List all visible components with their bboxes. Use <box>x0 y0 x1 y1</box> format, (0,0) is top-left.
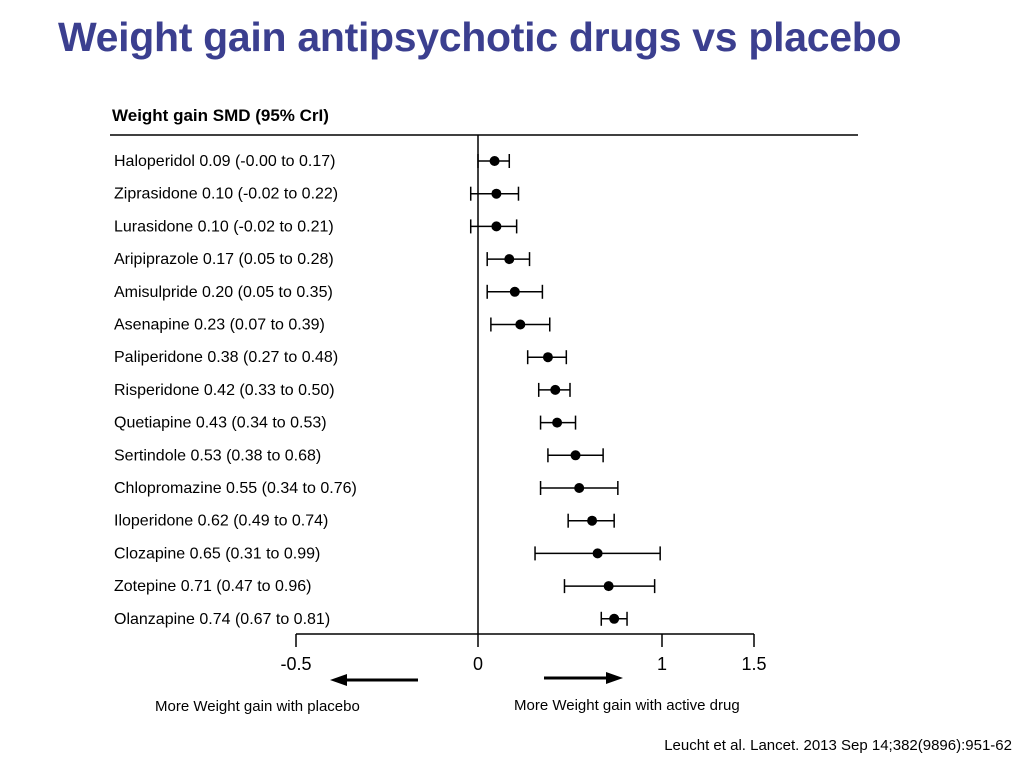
row-label-haloperidol: Haloperidol 0.09 (-0.00 to 0.17) <box>114 153 335 170</box>
row-paliperidone: Paliperidone 0.38 (0.27 to 0.48) <box>114 349 568 366</box>
row-olanzapine: Olanzapine 0.74 (0.67 to 0.81) <box>114 611 628 628</box>
direction-label-placebo: More Weight gain with placebo <box>155 698 360 715</box>
point-estimate-clozapine <box>592 548 603 559</box>
point-estimate-lurasidone <box>491 221 502 232</box>
row-label-amisulpride: Amisulpride 0.20 (0.05 to 0.35) <box>114 284 333 301</box>
row-amisulpride: Amisulpride 0.20 (0.05 to 0.35) <box>114 284 544 301</box>
row-label-aripiprazole: Aripiprazole 0.17 (0.05 to 0.28) <box>114 251 334 268</box>
row-lurasidone: Lurasidone 0.10 (-0.02 to 0.21) <box>114 218 518 235</box>
row-label-sertindole: Sertindole 0.53 (0.38 to 0.68) <box>114 447 321 464</box>
row-label-chlopromazine: Chlopromazine 0.55 (0.34 to 0.76) <box>114 480 357 497</box>
row-label-quetiapine: Quetiapine 0.43 (0.34 to 0.53) <box>114 415 327 432</box>
point-estimate-sertindole <box>570 450 581 461</box>
point-estimate-amisulpride <box>509 286 520 297</box>
x-axis: -0.5 0 1 1.5 <box>280 135 767 674</box>
point-estimate-risperidone <box>550 384 561 395</box>
arrow-right-head <box>606 672 623 684</box>
row-label-lurasidone: Lurasidone 0.10 (-0.02 to 0.21) <box>114 218 334 235</box>
x-tick-label: -0.5 <box>280 654 311 674</box>
row-quetiapine: Quetiapine 0.43 (0.34 to 0.53) <box>114 415 577 432</box>
row-label-iloperidone: Iloperidone 0.62 (0.49 to 0.74) <box>114 513 328 530</box>
point-estimate-olanzapine <box>609 613 620 624</box>
point-estimate-zotepine <box>603 581 614 592</box>
row-label-olanzapine: Olanzapine 0.74 (0.67 to 0.81) <box>114 611 330 628</box>
point-estimate-haloperidol <box>489 156 500 166</box>
row-chlopromazine: Chlopromazine 0.55 (0.34 to 0.76) <box>114 480 619 497</box>
row-sertindole: Sertindole 0.53 (0.38 to 0.68) <box>114 447 604 464</box>
point-estimate-asenapine <box>515 319 526 330</box>
forest-rows: Haloperidol 0.09 (-0.00 to 0.17) Ziprasid… <box>114 153 661 628</box>
slide-title: Weight gain antipsychotic drugs vs place… <box>58 14 902 60</box>
plot-header: Weight gain SMD (95% CrI) <box>112 106 329 125</box>
point-estimate-paliperidone <box>542 352 553 363</box>
point-estimate-ziprasidone <box>491 188 502 199</box>
row-label-zotepine: Zotepine 0.71 (0.47 to 0.96) <box>114 578 311 595</box>
citation: Leucht et al. Lancet. 2013 Sep 14;382(98… <box>664 737 1012 754</box>
row-label-clozapine: Clozapine 0.65 (0.31 to 0.99) <box>114 545 320 562</box>
point-estimate-quetiapine <box>552 417 563 428</box>
row-iloperidone: Iloperidone 0.62 (0.49 to 0.74) <box>114 513 615 530</box>
row-label-asenapine: Asenapine 0.23 (0.07 to 0.39) <box>114 317 325 334</box>
row-aripiprazole: Aripiprazole 0.17 (0.05 to 0.28) <box>114 251 531 268</box>
row-risperidone: Risperidone 0.42 (0.33 to 0.50) <box>114 382 571 399</box>
point-estimate-iloperidone <box>587 515 598 526</box>
row-zotepine: Zotepine 0.71 (0.47 to 0.96) <box>114 578 656 595</box>
row-asenapine: Asenapine 0.23 (0.07 to 0.39) <box>114 317 551 334</box>
row-clozapine: Clozapine 0.65 (0.31 to 0.99) <box>114 545 661 562</box>
point-estimate-aripiprazole <box>504 254 515 265</box>
point-estimate-chlopromazine <box>574 483 585 493</box>
direction-label-active: More Weight gain with active drug <box>514 697 740 714</box>
row-label-paliperidone: Paliperidone 0.38 (0.27 to 0.48) <box>114 349 338 366</box>
x-tick-label: 1.5 <box>741 654 766 674</box>
row-ziprasidone: Ziprasidone 0.10 (-0.02 to 0.22) <box>114 186 520 203</box>
row-label-ziprasidone: Ziprasidone 0.10 (-0.02 to 0.22) <box>114 186 338 203</box>
row-label-risperidone: Risperidone 0.42 (0.33 to 0.50) <box>114 382 335 399</box>
x-tick-label: 0 <box>473 654 483 674</box>
row-haloperidol: Haloperidol 0.09 (-0.00 to 0.17) <box>114 153 511 170</box>
arrow-left-head <box>330 674 347 686</box>
x-tick-label: 1 <box>657 654 667 674</box>
